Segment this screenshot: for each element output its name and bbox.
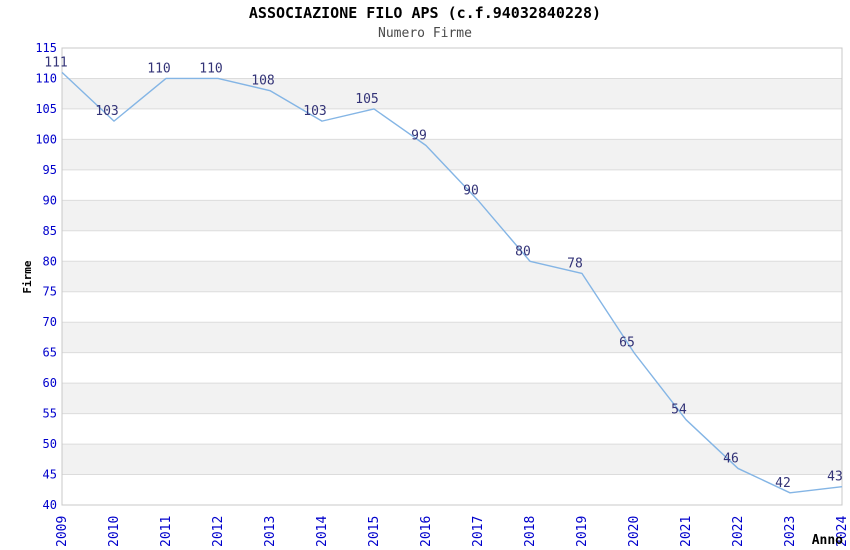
- data-label: 99: [411, 128, 427, 143]
- plot-band: [62, 78, 842, 109]
- data-label: 105: [355, 92, 378, 107]
- y-axis-tick-label: 100: [35, 132, 57, 146]
- y-axis-tick-label: 115: [35, 41, 57, 55]
- y-axis-tick-label: 75: [43, 285, 57, 299]
- y-axis-tick-label: 80: [43, 254, 57, 268]
- x-axis-tick-label: 2023: [783, 516, 798, 547]
- data-label: 90: [463, 183, 479, 198]
- data-label: 110: [199, 61, 222, 76]
- chart-subtitle: Numero Firme: [378, 26, 472, 41]
- plot-band: [62, 444, 842, 475]
- data-label: 78: [567, 256, 583, 271]
- x-axis-tick-label: 2013: [263, 516, 278, 547]
- x-axis-tick-label: 2020: [627, 516, 642, 547]
- y-axis-title: Firme: [21, 260, 34, 293]
- x-axis-tick-label: 2015: [367, 516, 382, 547]
- plot-band: [62, 139, 842, 170]
- x-axis-tick-label: 2009: [55, 516, 70, 547]
- plot-band: [62, 200, 842, 231]
- plot-band: [62, 383, 842, 414]
- y-axis-tick-label: 105: [35, 102, 57, 116]
- x-axis-tick-label: 2017: [471, 516, 486, 547]
- data-label: 42: [775, 476, 791, 491]
- x-axis-title: Anno: [812, 533, 843, 548]
- x-axis-tick-label: 2016: [419, 516, 434, 547]
- data-label: 65: [619, 336, 635, 351]
- x-axis-tick-label: 2010: [107, 516, 122, 547]
- y-axis-tick-label: 45: [43, 468, 57, 482]
- y-axis-tick-label: 70: [43, 315, 57, 329]
- plot-band: [62, 261, 842, 292]
- chart-title: ASSOCIAZIONE FILO APS (c.f.94032840228): [248, 4, 602, 22]
- data-label: 108: [251, 74, 274, 89]
- y-axis-tick-label: 65: [43, 346, 57, 360]
- x-axis-tick-label: 2022: [731, 516, 746, 547]
- plot-band: [62, 322, 842, 353]
- x-axis-tick-label: 2021: [679, 516, 694, 547]
- y-axis-tick-label: 55: [43, 407, 57, 421]
- x-axis-tick-label: 2018: [523, 516, 538, 547]
- data-label: 111: [44, 55, 67, 70]
- x-axis-tick-label: 2011: [159, 516, 174, 547]
- x-axis-tick-label: 2024: [835, 516, 850, 547]
- data-label: 110: [147, 61, 170, 76]
- plot-border: [61, 47, 843, 506]
- y-axis-tick-label: 60: [43, 376, 57, 390]
- x-axis-tick-label: 2014: [315, 516, 330, 547]
- data-label: 54: [671, 403, 687, 418]
- data-label: 46: [723, 451, 739, 466]
- y-axis-tick-label: 40: [43, 498, 57, 512]
- x-axis-tick-label: 2012: [211, 516, 226, 547]
- data-label: 103: [95, 104, 118, 119]
- y-axis-tick-label: 50: [43, 437, 57, 451]
- y-axis-tick-label: 90: [43, 193, 57, 207]
- y-axis-tick-label: 95: [43, 163, 57, 177]
- y-axis-tick-label: 110: [35, 71, 57, 85]
- data-label: 103: [303, 104, 326, 119]
- data-line: [61, 71, 843, 494]
- y-axis-tick-label: 85: [43, 224, 57, 238]
- data-label: 80: [515, 244, 531, 259]
- x-axis-tick-label: 2019: [575, 516, 590, 547]
- data-label: 43: [827, 470, 843, 485]
